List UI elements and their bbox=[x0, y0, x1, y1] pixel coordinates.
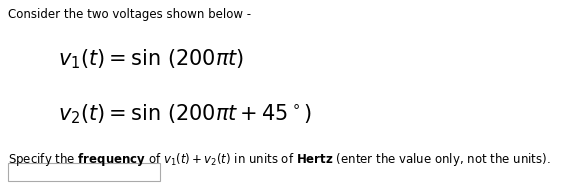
Text: Specify the $\mathbf{frequency}$ of $v_1(t) + v_2(t)$ in units of $\mathbf{Hertz: Specify the $\mathbf{frequency}$ of $v_1… bbox=[8, 151, 551, 168]
Text: Consider the two voltages shown below -: Consider the two voltages shown below - bbox=[8, 8, 251, 21]
Text: $v_1(t) = \sin\,(200\pi t)$: $v_1(t) = \sin\,(200\pi t)$ bbox=[58, 48, 245, 71]
Text: $v_2(t) = \sin\,(200\pi t + 45^\circ)$: $v_2(t) = \sin\,(200\pi t + 45^\circ)$ bbox=[58, 102, 312, 126]
FancyBboxPatch shape bbox=[8, 163, 160, 181]
